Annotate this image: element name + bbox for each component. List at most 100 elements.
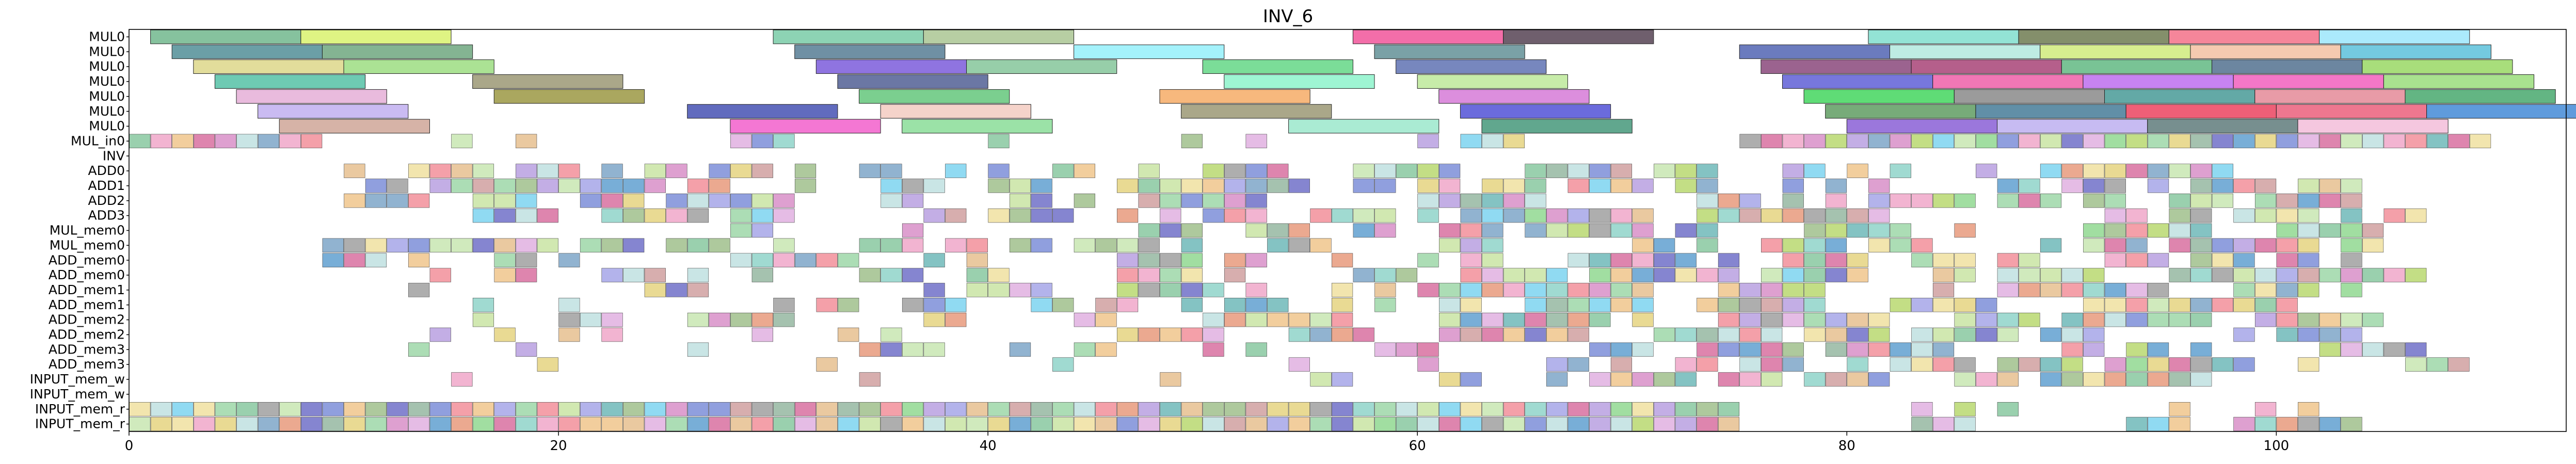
task-bar xyxy=(1525,179,1546,193)
row-label: INPUT_mem_r xyxy=(35,417,125,431)
task-bar xyxy=(1761,342,1783,357)
task-bar xyxy=(687,104,838,119)
task-bar xyxy=(1224,253,1246,267)
task-bar xyxy=(1503,402,1525,417)
task-bar xyxy=(1181,402,1203,417)
task-bar xyxy=(472,298,494,312)
task-bar xyxy=(1890,164,1911,178)
task-bar xyxy=(1460,223,1482,238)
task-bar xyxy=(2233,238,2255,253)
task-bar xyxy=(730,119,881,134)
task-bar xyxy=(1074,164,1095,178)
task-bar xyxy=(1525,327,1546,342)
task-bar xyxy=(408,342,430,357)
task-bar xyxy=(1267,298,1289,312)
task-bar xyxy=(1761,312,1783,327)
task-bar xyxy=(472,402,494,417)
task-bar xyxy=(215,417,236,431)
task-bar xyxy=(1095,342,1117,357)
task-bar xyxy=(1804,283,1826,297)
task-bar xyxy=(258,134,280,149)
task-bar xyxy=(1718,194,1740,208)
task-bar xyxy=(258,402,280,417)
task-bar xyxy=(1181,134,1203,149)
task-bar xyxy=(730,164,752,178)
task-bar xyxy=(2298,208,2319,223)
task-bar xyxy=(1675,417,1697,431)
task-bar xyxy=(1310,372,1332,387)
task-bar xyxy=(1610,164,1633,178)
task-bar xyxy=(1847,312,1868,327)
task-bar xyxy=(2362,268,2384,282)
task-bar xyxy=(2104,223,2126,238)
task-bar xyxy=(687,268,709,282)
task-bar xyxy=(1610,179,1633,193)
task-bar xyxy=(1911,238,1933,253)
task-bar xyxy=(2298,223,2319,238)
task-bar xyxy=(2319,342,2341,357)
task-bar xyxy=(1782,74,1933,89)
row-label: ADD_mem1 xyxy=(49,297,125,312)
task-bar xyxy=(1954,194,1976,208)
task-bar xyxy=(1997,312,2019,327)
task-bar xyxy=(1567,327,1589,342)
task-bar xyxy=(1632,312,1654,327)
task-bar xyxy=(1654,402,1675,417)
task-bar xyxy=(1095,238,1117,253)
row-label: MUL0 xyxy=(89,29,125,44)
task-bar xyxy=(623,268,645,282)
task-bar xyxy=(1932,74,2084,89)
row-label: ADD_mem0 xyxy=(49,252,125,267)
task-bar xyxy=(709,312,730,327)
task-bar xyxy=(1482,253,1503,267)
task-bar xyxy=(1847,134,1868,149)
task-bar xyxy=(730,223,752,238)
task-bar xyxy=(966,238,988,253)
task-bar xyxy=(194,402,215,417)
task-bar xyxy=(988,134,1010,149)
task-bar xyxy=(2083,134,2105,149)
task-bar xyxy=(1503,194,1525,208)
task-bar xyxy=(1804,164,1826,178)
chart-title: INV_6 xyxy=(1262,6,1314,27)
task-bar xyxy=(1181,238,1203,253)
task-bar xyxy=(881,179,902,193)
task-bar xyxy=(1245,208,1267,223)
task-bar xyxy=(1890,298,1911,312)
task-bar xyxy=(2341,179,2362,193)
task-bar xyxy=(171,44,323,59)
task-bar xyxy=(838,253,859,267)
task-bar xyxy=(1374,164,1396,178)
task-bar xyxy=(472,312,494,327)
task-bar xyxy=(365,402,387,417)
row-label: MUL0 xyxy=(89,104,125,119)
task-bar xyxy=(2126,342,2148,357)
task-bar xyxy=(1782,238,1804,253)
task-bar xyxy=(2061,357,2083,372)
task-bar xyxy=(214,74,366,89)
task-bar xyxy=(1224,402,1246,417)
task-bar xyxy=(1460,253,1482,267)
task-bar xyxy=(1589,268,1611,282)
task-bar xyxy=(1331,298,1353,312)
task-bar xyxy=(2169,312,2190,327)
task-bar xyxy=(1160,402,1181,417)
task-bar xyxy=(2212,268,2233,282)
task-bar xyxy=(2233,134,2255,149)
task-bar xyxy=(1009,194,1031,208)
task-bar xyxy=(1932,253,1955,267)
task-bar xyxy=(301,417,323,431)
task-bar xyxy=(322,238,344,253)
task-bar xyxy=(1203,402,1224,417)
task-bar xyxy=(2040,327,2062,342)
task-bar xyxy=(429,238,451,253)
task-bar xyxy=(1697,194,1718,208)
task-bar xyxy=(1052,298,1074,312)
task-bar xyxy=(623,194,645,208)
task-bar xyxy=(2169,298,2190,312)
task-bar xyxy=(1396,417,1418,431)
task-bar xyxy=(1525,223,1546,238)
task-bar xyxy=(1847,372,1868,387)
task-bar xyxy=(1374,208,1396,223)
task-bar xyxy=(2147,223,2169,238)
